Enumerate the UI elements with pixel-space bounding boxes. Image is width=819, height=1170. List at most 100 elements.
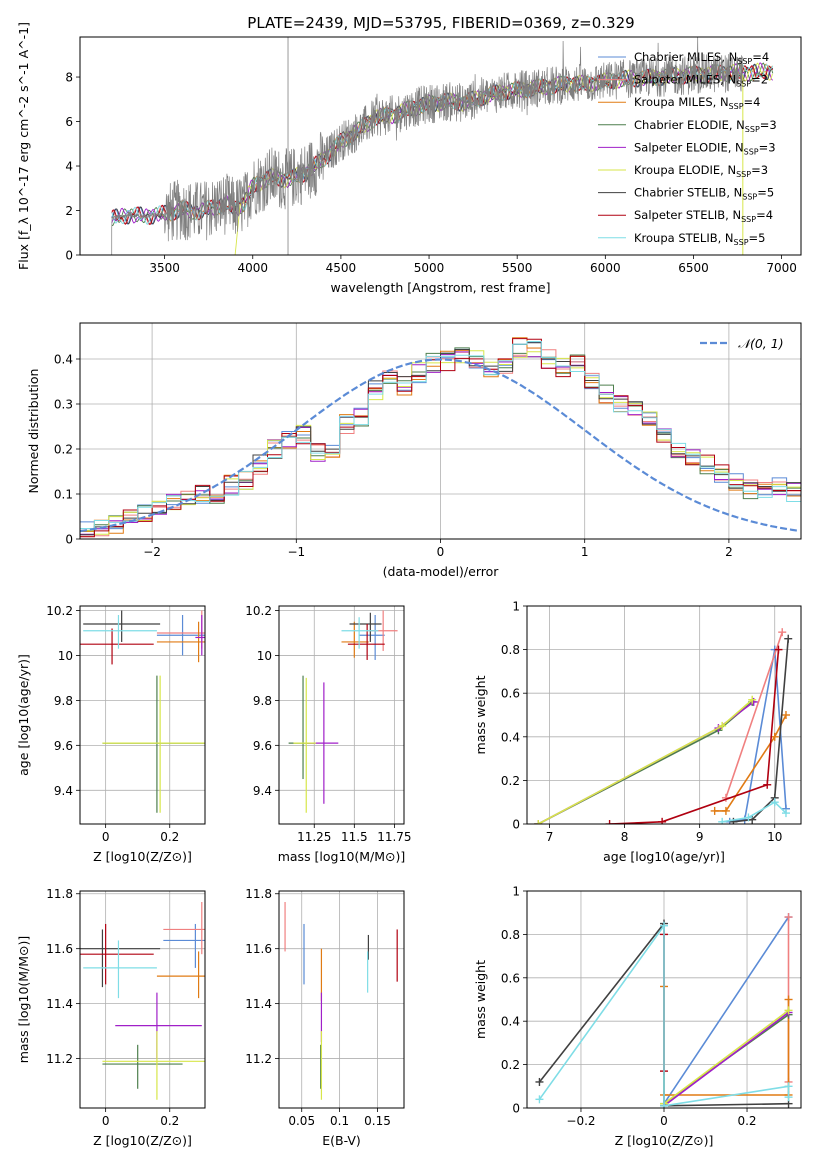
x-tick-label: 5000 xyxy=(414,261,445,275)
histogram-series xyxy=(80,350,801,539)
y-axis-label: Normed distribution xyxy=(26,369,41,494)
legend-text: =4 xyxy=(752,50,769,64)
y-tick-label: 0.6 xyxy=(501,687,520,701)
y-tick-label: 1 xyxy=(512,885,520,899)
x-tick-label: 6000 xyxy=(590,261,621,275)
legend-text: =4 xyxy=(744,95,761,109)
x-tick-label: 11.75 xyxy=(377,830,411,844)
x-tick-label: 0.1 xyxy=(330,1114,349,1128)
axes: 3500 4000 4500 5000 5500 6000 6500 7000 0 2 4 6 8 wav… xyxy=(16,22,797,295)
residuals-panel: −2 −1 0 1 2 0 0.1 0.2 0.3 0.4 (data-model)/error No… xyxy=(26,322,802,579)
age-vs-metallicity-panel: 0 0.2 9.4 9.6 9.8 10 10.2 Z [log10(Z/Z⊙)] age [l… xyxy=(16,604,206,864)
y-axis-label: age [log10(age/yr)] xyxy=(16,654,31,776)
weight-line xyxy=(538,923,790,1107)
y-tick-label: 2 xyxy=(65,204,73,218)
axes: 0 0.2 9.4 9.6 9.8 10 10.2 Z [log10(Z/Z⊙)] age [l… xyxy=(16,604,192,864)
mass-vs-metallicity-panel: 0 0.2 11.2 11.4 11.6 11.8 Z [log10(Z/Z⊙)] mass … xyxy=(16,887,206,1148)
y-tick-label: 9.6 xyxy=(54,739,73,753)
y-tick-label: 11.8 xyxy=(46,887,73,901)
axes: 0 0.2 11.2 11.4 11.6 11.8 Z [log10(Z/Z⊙)] mass … xyxy=(16,887,192,1148)
y-tick-label: 10.2 xyxy=(46,604,73,618)
y-tick-label: 11.4 xyxy=(245,997,272,1011)
x-tick-label: 5500 xyxy=(502,261,533,275)
legend-text: Salpeter MILES, N xyxy=(634,73,736,87)
y-tick-label: 0.8 xyxy=(501,643,520,657)
weight-line xyxy=(722,801,787,823)
histogram-series xyxy=(80,338,801,539)
legend-subscript: SSP xyxy=(745,125,760,134)
x-tick-label: 7 xyxy=(546,830,554,844)
x-tick-label: 2 xyxy=(725,545,733,559)
mass-vs-ebv-panel: 0.05 0.1 0.15 11.2 11.4 11.6 11.8 E(B-V) xyxy=(245,887,405,1148)
axes-frame xyxy=(79,605,206,825)
axes-frame xyxy=(278,890,405,1109)
weight-line xyxy=(663,916,790,1105)
plot-area xyxy=(534,628,793,824)
y-tick-label: 11.8 xyxy=(245,887,272,901)
x-tick-label: −1 xyxy=(287,545,305,559)
y-tick-label: 0.2 xyxy=(501,774,520,788)
legend-text: =3 xyxy=(751,163,768,177)
x-tick-label: 4500 xyxy=(326,261,357,275)
y-tick-label: 0.8 xyxy=(501,928,520,942)
legend-subscript: SSP xyxy=(741,215,756,224)
plot-area xyxy=(80,337,801,539)
histogram-series xyxy=(80,347,801,539)
legend-subscript: SSP xyxy=(736,170,751,179)
axes: 0.05 0.1 0.15 11.2 11.4 11.6 11.8 E(B-V) xyxy=(245,887,391,1148)
y-tick-label: 1 xyxy=(512,600,520,614)
weight-vs-age-panel: 7 8 9 10 0 0.2 0.4 0.6 0.8 1 age [log10(age/yr)] ma… xyxy=(473,600,802,864)
y-tick-label: 11.6 xyxy=(46,942,73,956)
y-tick-label: 0.4 xyxy=(501,730,520,744)
age-vs-mass-panel: 11.25 11.5 11.75 9.4 9.6 9.8 10 10.2 mass [log10… xyxy=(245,604,411,864)
y-tick-label: 0.2 xyxy=(501,1058,520,1072)
x-tick-label: 8 xyxy=(621,830,629,844)
figure-title: PLATE=2439, MJD=53795, FIBERID=0369, z=0… xyxy=(247,14,634,32)
y-axis-label: mass weight xyxy=(473,960,488,1039)
x-tick-label: 0 xyxy=(660,1114,668,1128)
y-tick-label: 11.2 xyxy=(245,1052,272,1066)
x-tick-label: −0.2 xyxy=(566,1114,595,1128)
plot-area xyxy=(535,913,793,1108)
legend-text: Kroupa ELODIE, N xyxy=(634,163,736,177)
y-tick-label: 9.8 xyxy=(253,694,272,708)
legend-text: =4 xyxy=(756,208,773,222)
legend-text: Chabrier ELODIE, N xyxy=(634,118,745,132)
legend-text: Kroupa STELIB, N xyxy=(634,231,734,245)
weight-line xyxy=(663,1009,789,1105)
y-tick-label: 9.4 xyxy=(253,784,272,798)
legend-subscript: SSP xyxy=(729,102,744,111)
weight-line xyxy=(729,649,787,823)
y-tick-label: 11.2 xyxy=(46,1052,73,1066)
observed-spectrum xyxy=(111,37,744,255)
legend-entry: Chabrier MILES, NSSP=4 xyxy=(634,50,769,66)
y-tick-label: 0.6 xyxy=(501,971,520,985)
x-tick-label: 0.2 xyxy=(737,1114,756,1128)
histogram-series xyxy=(80,341,801,539)
weight-line xyxy=(663,986,790,1096)
legend-entry: Kroupa ELODIE, NSSP=3 xyxy=(634,163,768,179)
legend-text: =3 xyxy=(759,140,776,154)
plot-area xyxy=(111,37,774,255)
legend-text: Chabrier STELIB, N xyxy=(634,186,742,200)
legend-text: =5 xyxy=(757,186,774,200)
x-axis-label: Z [log10(Z/Z⊙)] xyxy=(93,849,192,864)
x-tick-label: 7000 xyxy=(766,261,797,275)
weight-line xyxy=(537,699,753,824)
y-tick-label: 0 xyxy=(512,1102,520,1116)
weight-line xyxy=(537,701,755,824)
y-tick-label: 6 xyxy=(65,115,73,129)
y-tick-label: 11.4 xyxy=(46,997,73,1011)
y-axis-label: Flux [f_λ 10^-17 erg cm^-2 s^-1 A^-1] xyxy=(16,22,31,270)
gaussian-curve xyxy=(80,358,799,533)
axes: −0.2 0 0.2 0 0.2 0.4 0.6 0.8 1 Z [log10(Z/Z⊙)] mas… xyxy=(473,885,757,1149)
x-axis-label: Z [log10(Z/Z⊙)] xyxy=(93,1133,192,1148)
x-tick-label: 9 xyxy=(696,830,704,844)
legend-subscript: SSP xyxy=(742,193,757,202)
x-tick-label: 10 xyxy=(767,830,782,844)
weight-vs-metallicity-panel: −0.2 0 0.2 0 0.2 0.4 0.6 0.8 1 Z [log10(Z/Z⊙)] mas… xyxy=(473,885,802,1149)
histogram-series xyxy=(80,347,801,539)
weight-line xyxy=(609,649,780,824)
y-tick-label: 10.2 xyxy=(245,604,272,618)
x-tick-label: 11.5 xyxy=(341,830,368,844)
